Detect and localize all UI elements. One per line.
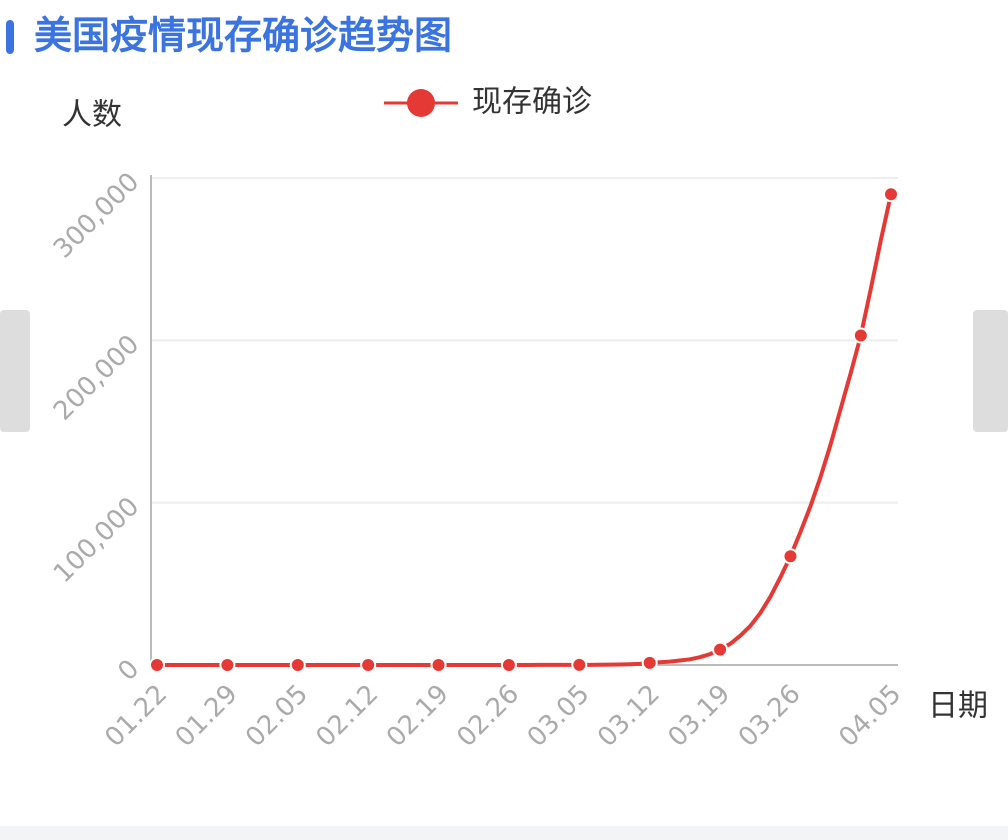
y-axis-label: 人数 (62, 98, 122, 133)
title-accent (6, 20, 14, 54)
y-tick-label: 0 (112, 654, 145, 687)
x-axis-label: 日期 (928, 689, 988, 724)
next-button[interactable] (973, 310, 1008, 432)
x-tick-label: 03.26 (733, 679, 807, 753)
data-point (430, 656, 447, 673)
data-point (641, 654, 658, 671)
data-point (852, 327, 869, 344)
y-tick-label: 200,000 (48, 329, 145, 426)
legend-label: 现存确诊 (472, 85, 592, 120)
y-tick-label: 300,000 (48, 167, 145, 264)
x-tick-label: 03.12 (592, 679, 666, 753)
x-tick-label: 02.12 (311, 679, 385, 753)
data-point (289, 656, 306, 673)
data-point (360, 656, 377, 673)
chart-title: 美国疫情现存确诊趋势图 (34, 14, 452, 58)
data-point (712, 641, 729, 658)
prev-button[interactable] (0, 310, 30, 432)
data-point (782, 548, 799, 565)
legend-marker (407, 89, 435, 117)
data-point (149, 656, 165, 673)
x-tick-label: 01.22 (99, 679, 173, 753)
y-tick-label: 100,000 (48, 492, 145, 589)
data-point (571, 656, 588, 673)
x-tick-label: 02.26 (451, 679, 525, 753)
x-tick-label: 04.05 (833, 679, 907, 753)
x-tick-label: 02.19 (381, 679, 455, 753)
data-point (500, 656, 517, 673)
footer-strip (0, 826, 1008, 840)
data-point (883, 186, 899, 203)
x-tick-label: 03.05 (522, 679, 596, 753)
series-line (157, 193, 893, 667)
x-tick-label: 01.29 (170, 679, 244, 753)
data-point (219, 656, 236, 673)
x-tick-label: 03.19 (662, 679, 736, 753)
x-tick-label: 02.05 (240, 679, 314, 753)
